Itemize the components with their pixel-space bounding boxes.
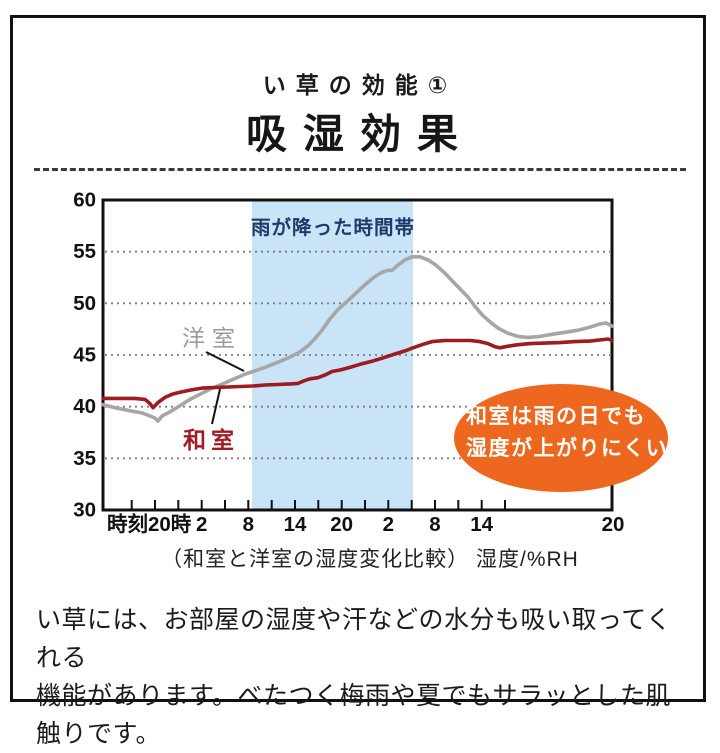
rain-band-label: 雨が降った時間帯: [251, 216, 415, 239]
x-axis-labels: 時刻20時 2 8 14 20 2 8 14 20: [107, 512, 624, 536]
y-tick-label-55: 55: [73, 240, 96, 263]
y-tick-label-60: 60: [73, 189, 96, 212]
x-tick-label-7: 14: [470, 513, 493, 536]
x-tick-label-6: 8: [429, 513, 440, 536]
x-tick-label-3: 14: [284, 513, 307, 536]
chart-caption: （和室と洋室の湿度変化比較） 湿度/%RH: [161, 548, 579, 571]
x-tick-label-1: 2: [196, 513, 207, 536]
y-axis-labels: 60 55 50 45 40 35 30: [73, 189, 96, 522]
y-tick-label-50: 50: [73, 292, 96, 315]
plot-frame: [101, 198, 614, 512]
x-tick-label-4: 20: [330, 513, 353, 536]
callout-text-line1: 和室は雨の日でも: [466, 404, 646, 428]
description-line1: い草には、お部屋の湿度や汗などの水分も吸い取ってくれる: [36, 606, 672, 672]
series-line-1: [101, 337, 614, 410]
series-line-0: [101, 254, 614, 423]
x-tick-label-5: 2: [383, 513, 394, 536]
y-tick-label-30: 30: [73, 499, 96, 522]
series-layer: [101, 254, 614, 423]
description: い草には、お部屋の湿度や汗などの水分も吸い取ってくれる 機能があります。べたつく…: [36, 601, 696, 753]
series-label-washitsu: 和室: [183, 427, 239, 453]
subtitle: い草の効能①: [262, 72, 458, 98]
description-line2: 機能があります。べたつく梅雨や夏でもサラッとした肌触りです。: [36, 682, 672, 748]
callout-text-line2: 湿度が上がりにくい！: [466, 436, 691, 460]
x-tick-label-2: 8: [243, 513, 254, 536]
outer-border: [10, 15, 706, 702]
x-axis-ticks: [130, 500, 506, 509]
y-tick-label-40: 40: [73, 395, 96, 418]
washitsu-pointer-line: [211, 388, 221, 425]
x-tick-label-8: 20: [602, 513, 625, 536]
callout-ellipse: [454, 384, 668, 492]
dashed-divider: [34, 168, 686, 171]
x-tick-label-0: 時刻20時: [107, 512, 192, 536]
y-tick-label-35: 35: [73, 447, 96, 470]
y-tick-label-45: 45: [73, 344, 96, 367]
yoshitsu-pointer-line: [205, 351, 245, 372]
page-title: 吸湿効果: [246, 111, 474, 157]
series-label-yoshitsu: 洋室: [182, 325, 242, 351]
